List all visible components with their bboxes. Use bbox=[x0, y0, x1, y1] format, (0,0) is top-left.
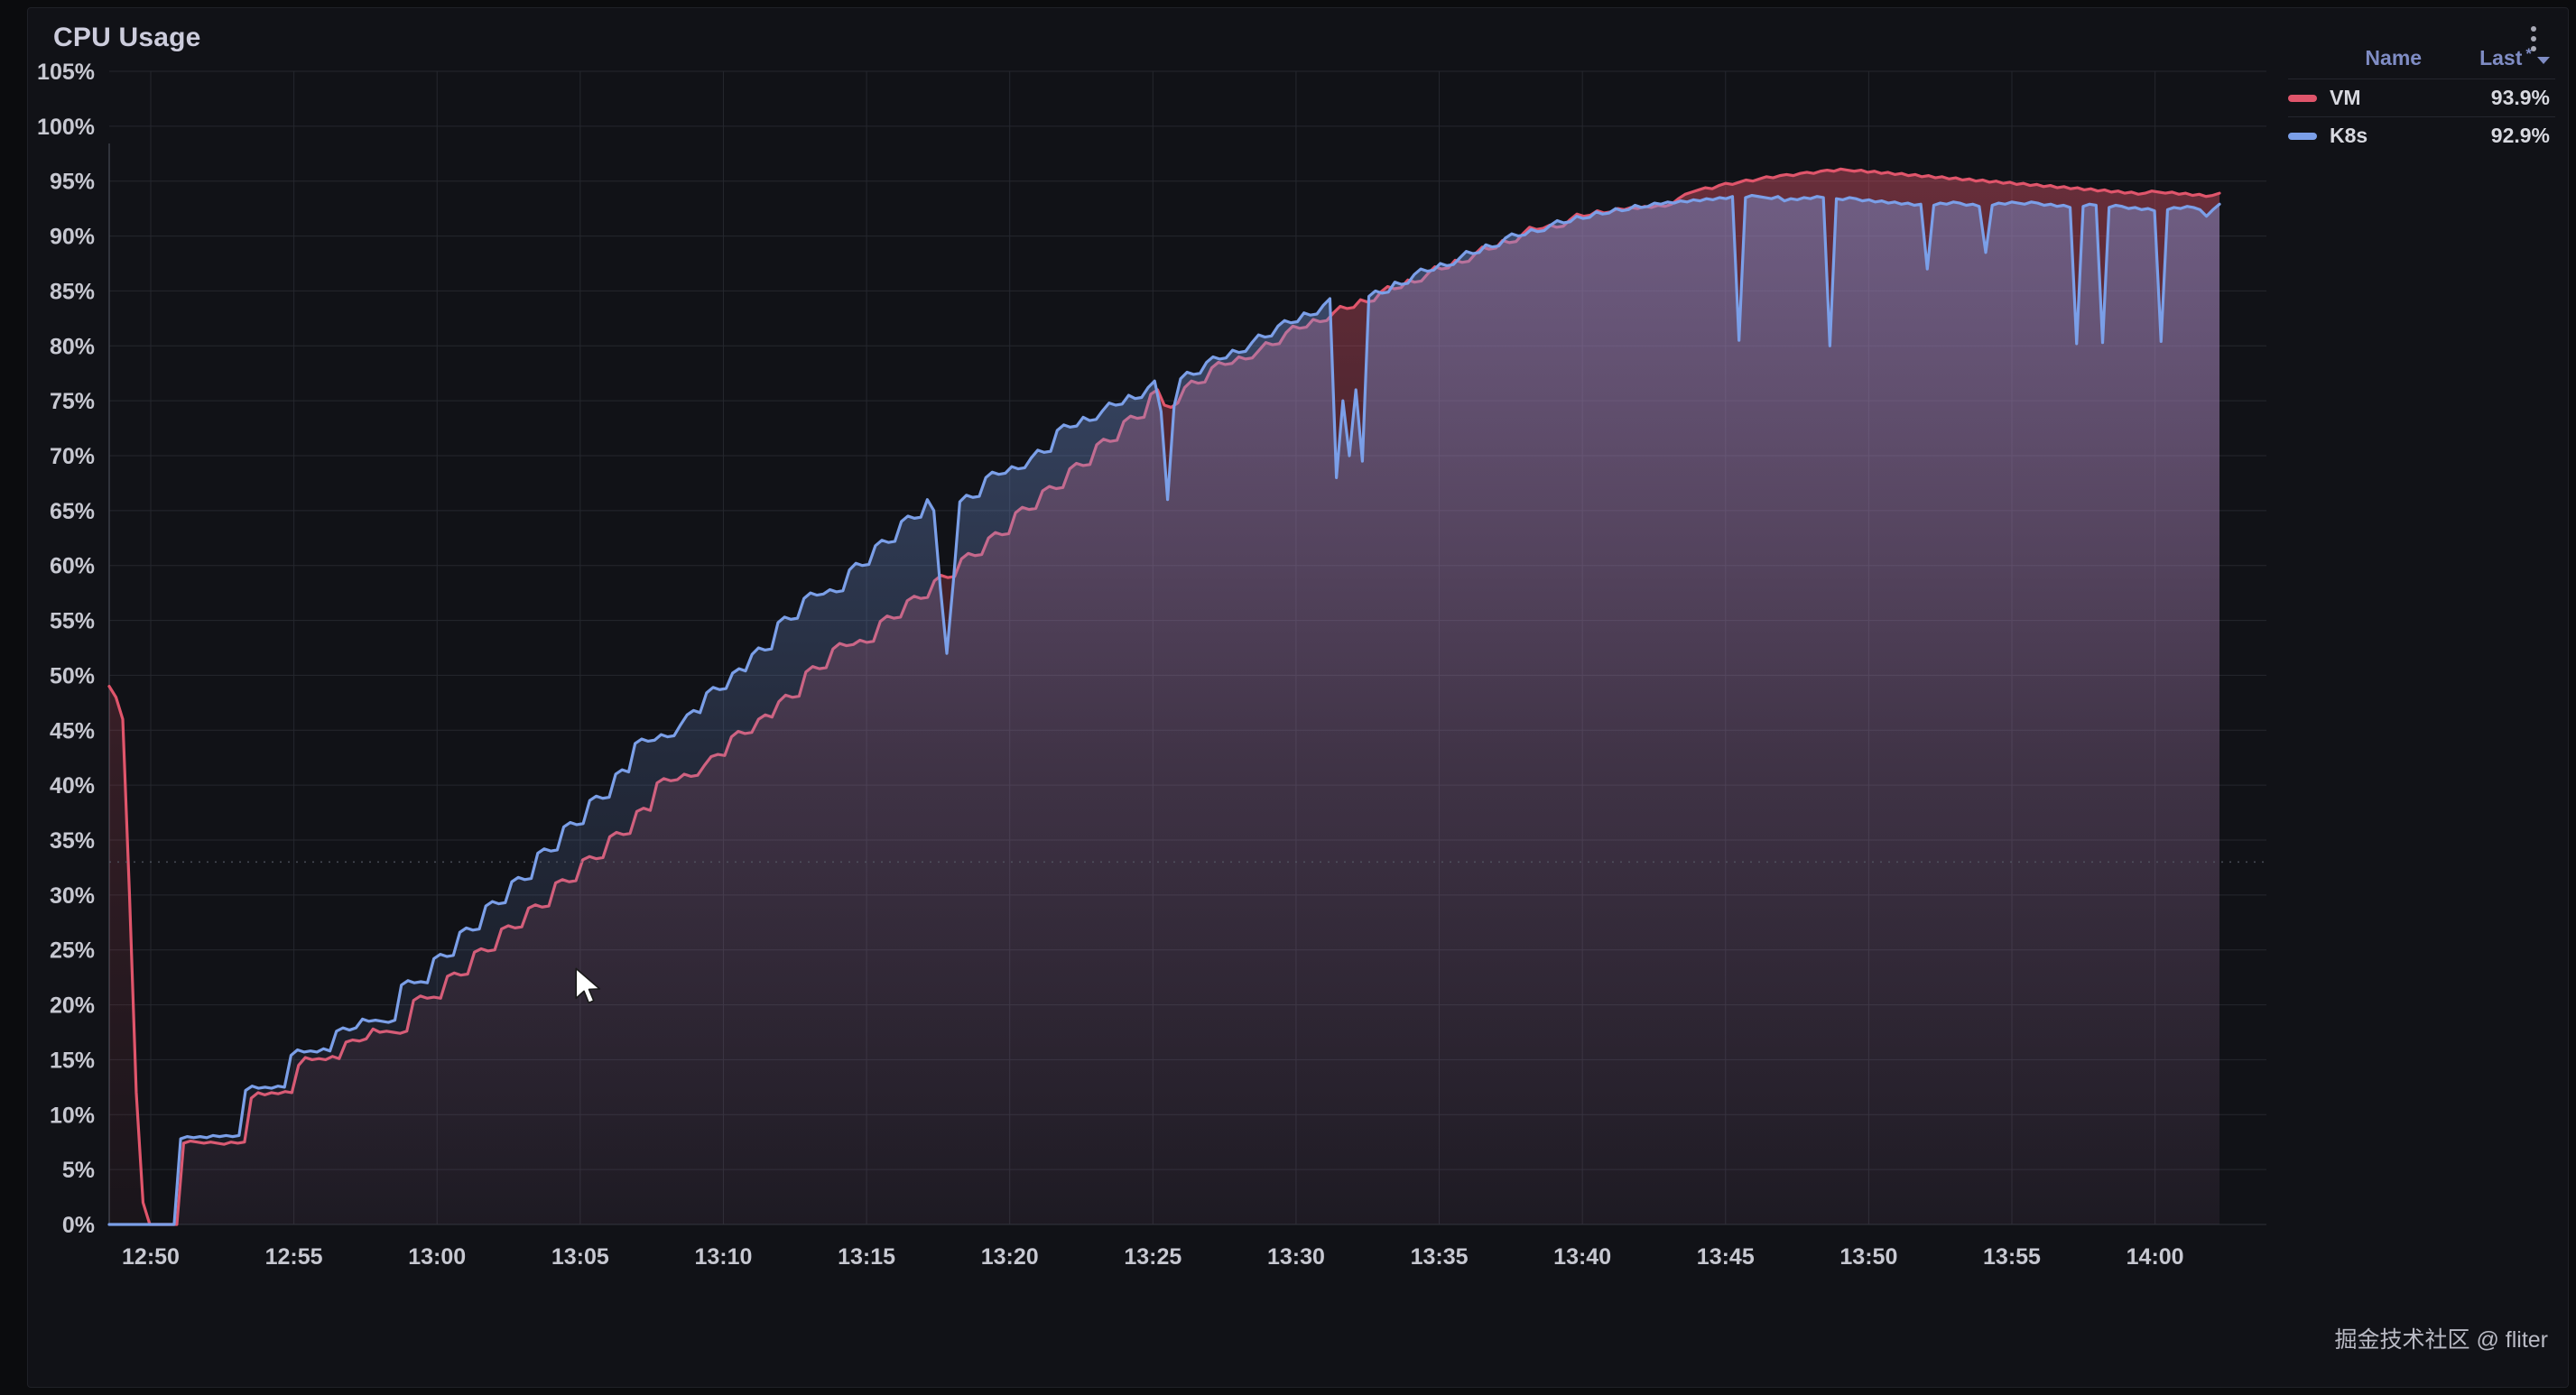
legend-header-row: Name Last * bbox=[2288, 44, 2555, 79]
legend-rows: VM 93.9% K8s 92.9% bbox=[2288, 79, 2555, 154]
legend-header-last-label: Last bbox=[2479, 46, 2523, 69]
y-axis-tick-label: 0% bbox=[62, 1213, 95, 1238]
x-axis-tick-label: 13:25 bbox=[1124, 1244, 1181, 1270]
series-area-k8s bbox=[109, 195, 2219, 1224]
legend-header-star: * bbox=[2525, 44, 2532, 62]
y-axis-tick-label: 105% bbox=[37, 60, 95, 85]
x-axis-tick-label: 13:40 bbox=[1553, 1244, 1611, 1270]
menu-dot bbox=[2531, 26, 2536, 32]
x-axis-tick-label: 13:05 bbox=[551, 1244, 609, 1270]
y-axis-tick-label: 60% bbox=[50, 554, 95, 579]
y-axis-tick-label: 90% bbox=[50, 225, 95, 250]
x-axis-tick-label: 13:20 bbox=[981, 1244, 1039, 1270]
x-axis-tick-label: 13:15 bbox=[838, 1244, 895, 1270]
y-axis-tick-label: 75% bbox=[50, 389, 95, 414]
legend-series-name: K8s bbox=[2330, 124, 2368, 147]
cpu-usage-panel: CPU Usage 0% 5% 10% 15% 20% 25% 30% 35% 40% 45% 50… bbox=[27, 7, 2569, 1388]
panel-header: CPU Usage bbox=[28, 8, 2568, 71]
y-axis-tick-label: 80% bbox=[50, 334, 95, 359]
x-axis-tick-label: 12:55 bbox=[265, 1244, 323, 1270]
legend-item-vm[interactable]: VM 93.9% bbox=[2288, 79, 2555, 116]
y-axis-tick-label: 35% bbox=[50, 828, 95, 854]
menu-dot bbox=[2531, 36, 2536, 42]
y-axis-tick-label: 15% bbox=[50, 1048, 95, 1073]
y-axis-tick-label: 65% bbox=[50, 499, 95, 524]
y-axis-tick-label: 40% bbox=[50, 773, 95, 799]
x-axis-labels: 12:50 12:55 13:00 13:05 13:10 13:15 13:20 13:25… bbox=[122, 1244, 2184, 1270]
y-axis-tick-label: 25% bbox=[50, 938, 95, 964]
x-axis-tick-label: 13:30 bbox=[1267, 1244, 1325, 1270]
menu-dot bbox=[2531, 46, 2536, 51]
x-axis-tick-label: 13:50 bbox=[1839, 1244, 1897, 1270]
legend-header-last[interactable]: Last * bbox=[2479, 44, 2550, 70]
y-axis-labels: 0% 5% 10% 15% 20% 25% 30% 35% 40% 45% 50% 55% 60% 65%… bbox=[37, 60, 95, 1238]
y-axis-tick-label: 55% bbox=[50, 609, 95, 634]
y-axis-tick-label: 45% bbox=[50, 718, 95, 744]
watermark-text: 掘金技术社区 @ fliter bbox=[2334, 1327, 2549, 1353]
y-axis-tick-label: 85% bbox=[50, 279, 95, 304]
x-axis-tick-label: 13:00 bbox=[408, 1244, 466, 1270]
timeseries-chart: 0% 5% 10% 15% 20% 25% 30% 35% 40% 45% 50% 55% 60% 65%… bbox=[37, 60, 2266, 1270]
y-axis-tick-label: 20% bbox=[50, 993, 95, 1019]
legend-series-last-value: 92.9% bbox=[2490, 124, 2550, 147]
y-axis-tick-label: 50% bbox=[50, 663, 95, 688]
y-axis-tick-label: 10% bbox=[50, 1103, 95, 1128]
chart-legend: Name Last * VM 93.9% K8s 92.9% bbox=[2288, 44, 2555, 154]
legend-color-swatch bbox=[2288, 94, 2317, 102]
y-axis-tick-label: 70% bbox=[50, 444, 95, 469]
legend-series-name: VM bbox=[2330, 86, 2361, 109]
y-axis-tick-label: 95% bbox=[50, 170, 95, 195]
x-axis-tick-label: 12:50 bbox=[122, 1244, 180, 1270]
kebab-menu-icon[interactable] bbox=[2514, 17, 2553, 60]
x-axis-tick-label: 13:45 bbox=[1697, 1244, 1755, 1270]
series-line-k8s bbox=[107, 193, 2221, 1226]
legend-series-last-value: 93.9% bbox=[2490, 86, 2550, 109]
y-axis-tick-label: 5% bbox=[62, 1158, 95, 1183]
chevron-down-icon bbox=[2537, 56, 2550, 64]
legend-item-k8s[interactable]: K8s 92.9% bbox=[2288, 116, 2555, 154]
legend-color-swatch bbox=[2288, 132, 2317, 140]
y-axis-tick-label: 100% bbox=[37, 115, 95, 140]
x-axis-tick-label: 13:55 bbox=[1983, 1244, 2041, 1270]
x-axis-tick-label: 13:10 bbox=[694, 1244, 752, 1270]
page-title: CPU Usage bbox=[53, 23, 201, 52]
x-axis-tick-label: 13:35 bbox=[1411, 1244, 1469, 1270]
y-axis-tick-label: 30% bbox=[50, 883, 95, 909]
x-axis-tick-label: 14:00 bbox=[2127, 1244, 2184, 1270]
legend-header-name[interactable]: Name bbox=[2365, 46, 2423, 69]
chart-plot-area[interactable]: 0% 5% 10% 15% 20% 25% 30% 35% 40% 45% 50% 55% 60% 65%… bbox=[28, 55, 2570, 1387]
